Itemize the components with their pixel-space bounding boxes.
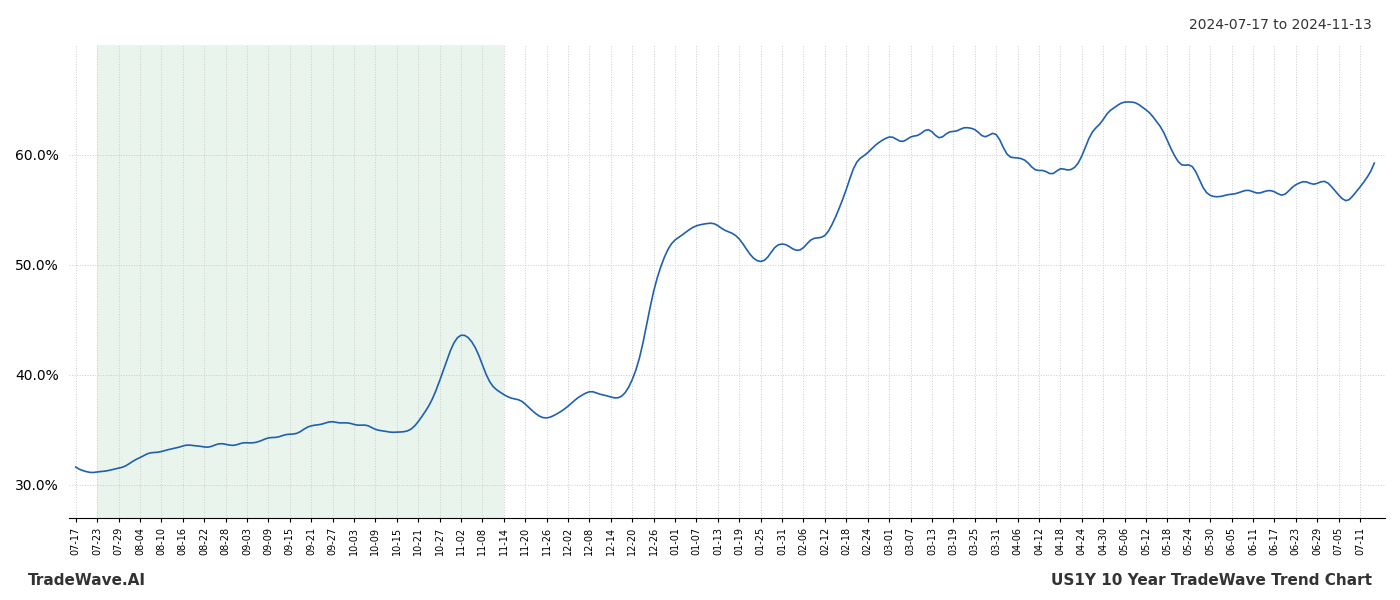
Text: TradeWave.AI: TradeWave.AI (28, 573, 146, 588)
Bar (97, 45, 504, 518)
Text: US1Y 10 Year TradeWave Trend Chart: US1Y 10 Year TradeWave Trend Chart (1051, 573, 1372, 588)
Text: 2024-07-17 to 2024-11-13: 2024-07-17 to 2024-11-13 (1189, 18, 1372, 32)
